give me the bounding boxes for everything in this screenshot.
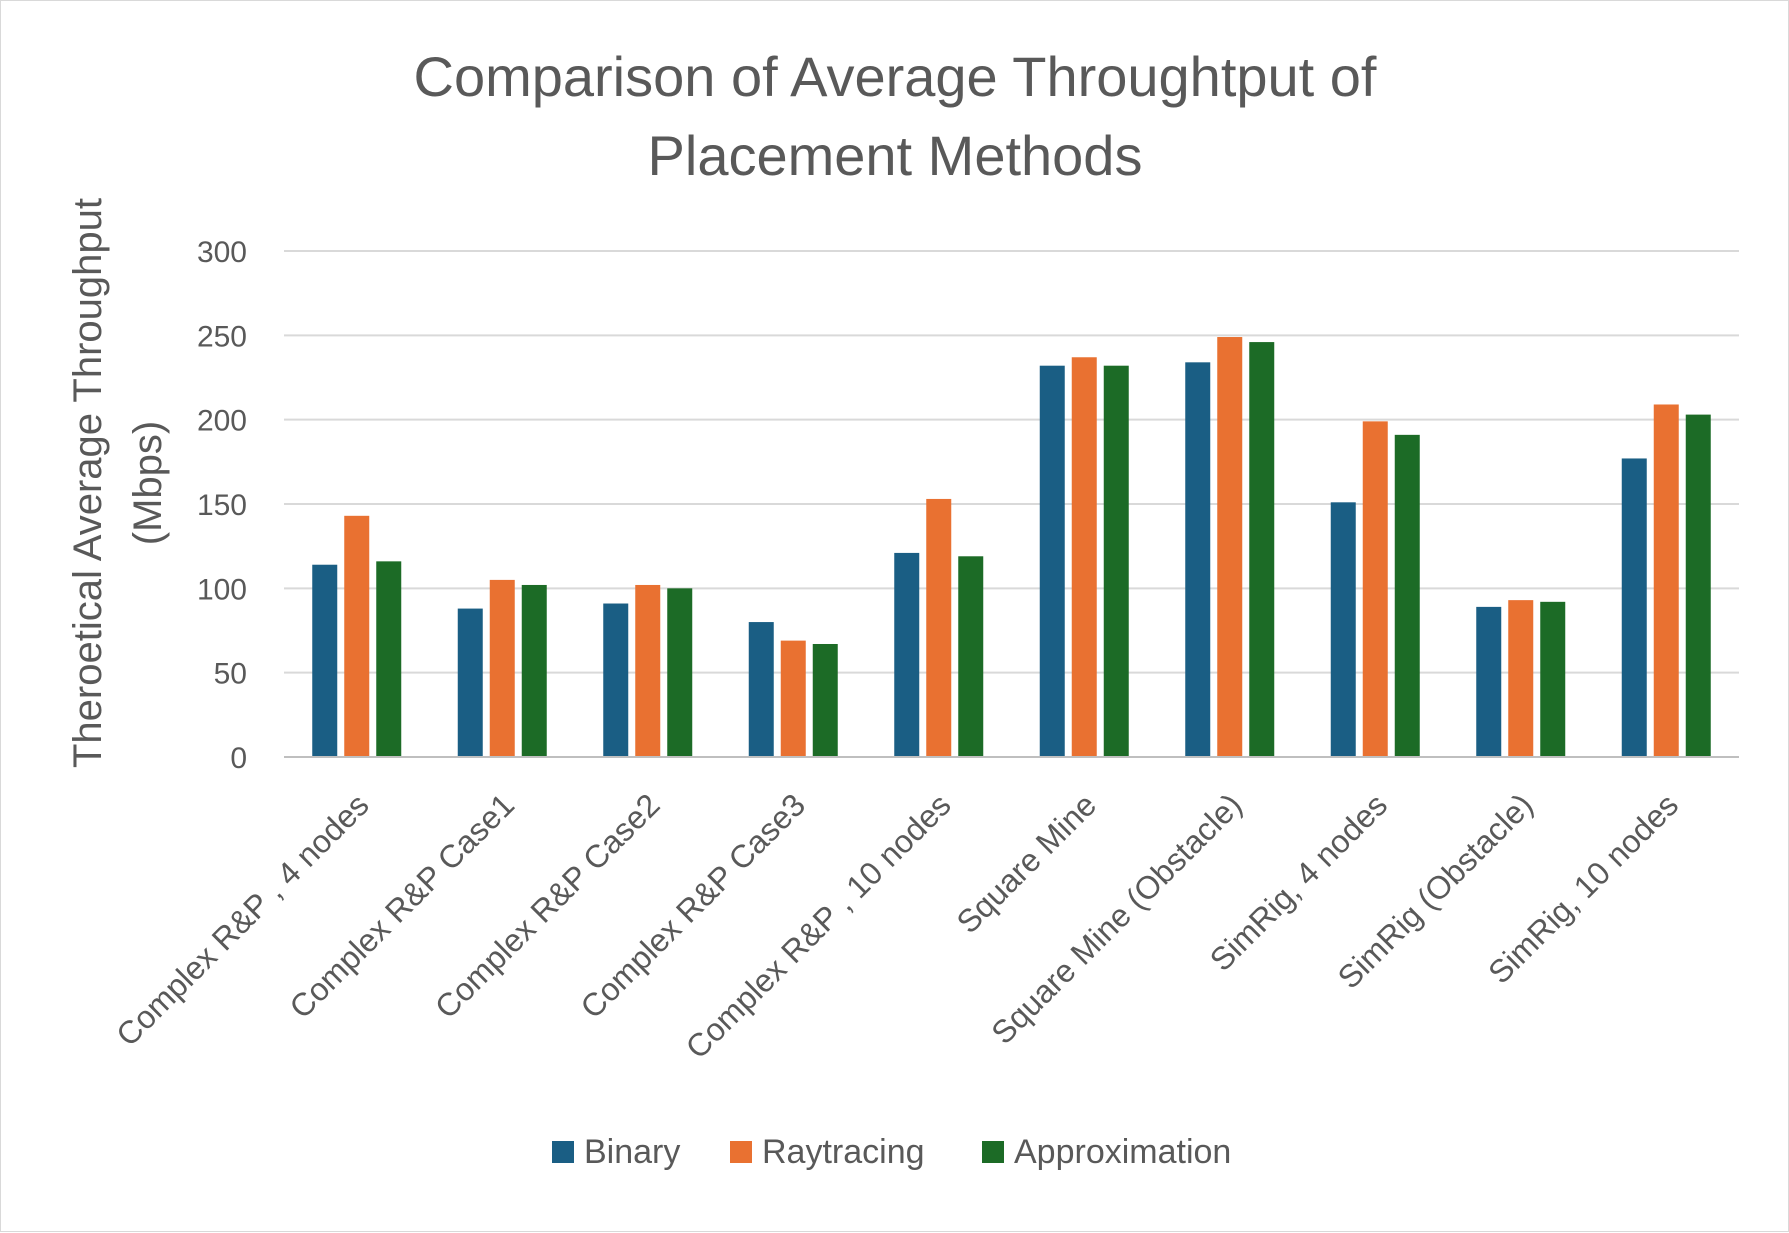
bar-binary	[894, 552, 920, 757]
category-label: Complex R&P , 10 nodes	[679, 786, 958, 1065]
y-tick-label: 50	[214, 658, 247, 691]
bar-approximation	[812, 643, 838, 757]
bar-binary	[312, 564, 338, 757]
legend-label: Binary	[584, 1133, 680, 1171]
bar-approximation	[521, 584, 547, 757]
y-axis-title-line-2: (Mbps)	[126, 421, 170, 545]
bar-raytracing	[1217, 337, 1243, 757]
y-axis-title-line-1: Theroetical Average Throughput	[66, 198, 110, 768]
y-tick-label: 200	[197, 405, 247, 438]
bar-approximation	[1103, 365, 1129, 757]
legend: Binary Raytracing Approximation	[552, 1133, 1231, 1171]
chart-title-line-1: Comparison of Average Throughtput of	[414, 45, 1377, 108]
bar-raytracing	[1362, 421, 1388, 757]
y-tick-label: 300	[197, 236, 247, 269]
y-axis-title: Theroetical Average Throughput (Mbps)	[66, 198, 170, 768]
bar-approximation	[1685, 414, 1711, 757]
legend-label: Approximation	[1014, 1133, 1231, 1171]
bar-raytracing	[1508, 600, 1534, 757]
bar-approximation	[667, 588, 693, 757]
legend-swatch-approximation	[982, 1141, 1004, 1163]
legend-swatch-raytracing	[730, 1141, 752, 1163]
legend-swatch-binary	[552, 1141, 574, 1163]
y-tick-label: 100	[197, 573, 247, 606]
bar-approximation	[1394, 434, 1420, 757]
chart-title: Comparison of Average Throughtput of Pla…	[414, 45, 1377, 187]
bar-binary	[457, 608, 483, 757]
bar-raytracing	[489, 579, 515, 757]
bar-raytracing	[635, 584, 661, 757]
bar-binary	[1185, 362, 1211, 757]
category-label: Square Mine (Obstacle)	[984, 786, 1248, 1050]
legend-label: Raytracing	[762, 1133, 925, 1171]
bar-binary	[748, 622, 774, 757]
bar-raytracing	[1653, 404, 1679, 757]
bar-raytracing	[926, 498, 952, 757]
bar-approximation	[1249, 342, 1275, 757]
bar-approximation	[376, 561, 402, 757]
bar-binary	[1039, 365, 1065, 757]
category-label: Complex R&P , 4 nodes	[109, 786, 376, 1053]
bar-raytracing	[344, 515, 370, 757]
bar-raytracing	[780, 640, 806, 757]
bar-binary	[1476, 606, 1502, 757]
chart-title-line-2: Placement Methods	[648, 124, 1143, 187]
y-tick-label: 0	[230, 742, 247, 775]
y-tick-label: 150	[197, 489, 247, 522]
y-tick-label: 250	[197, 320, 247, 353]
bar-approximation	[958, 556, 984, 757]
bars	[312, 337, 1711, 757]
bar-binary	[603, 603, 629, 757]
bar-binary	[1330, 502, 1356, 757]
y-tick-labels: 0 50 100 150 200 250 300	[197, 236, 247, 775]
category-label: Square Mine	[949, 786, 1103, 940]
bar-raytracing	[1071, 357, 1097, 757]
bar-approximation	[1540, 601, 1566, 757]
bar-binary	[1621, 458, 1647, 757]
